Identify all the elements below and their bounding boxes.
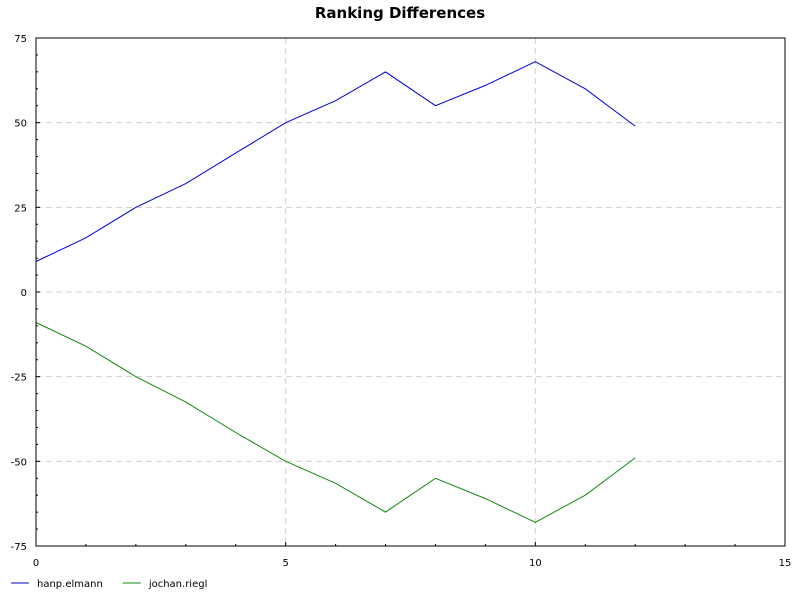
- series-lines: [35, 61, 636, 523]
- chart-title: Ranking Differences: [315, 4, 485, 22]
- series-line-1: [35, 61, 636, 262]
- axis-ticks: 0 5 10 15 75 50 25 0 -25 -50 -75: [11, 34, 792, 569]
- legend-label: hanp.elmann: [37, 579, 103, 590]
- gridlines: [36, 38, 785, 546]
- y-tick-label: 50: [14, 119, 27, 130]
- y-tick-label: 0: [21, 288, 27, 299]
- y-tick-label: 75: [14, 34, 27, 45]
- y-tick-label: -75: [11, 542, 27, 553]
- legend-label: jochan.riegl: [148, 579, 208, 590]
- y-tick-label: -50: [11, 457, 27, 468]
- x-tick-label: 15: [779, 558, 792, 569]
- x-tick-label: 10: [529, 558, 542, 569]
- series-line-2: [35, 322, 636, 523]
- x-tick-label: 5: [282, 558, 288, 569]
- x-tick-label: 0: [33, 558, 39, 569]
- legend: hanp.elmann jochan.riegl: [11, 579, 207, 590]
- y-tick-label: 25: [14, 203, 27, 214]
- y-tick-label: -25: [11, 373, 27, 384]
